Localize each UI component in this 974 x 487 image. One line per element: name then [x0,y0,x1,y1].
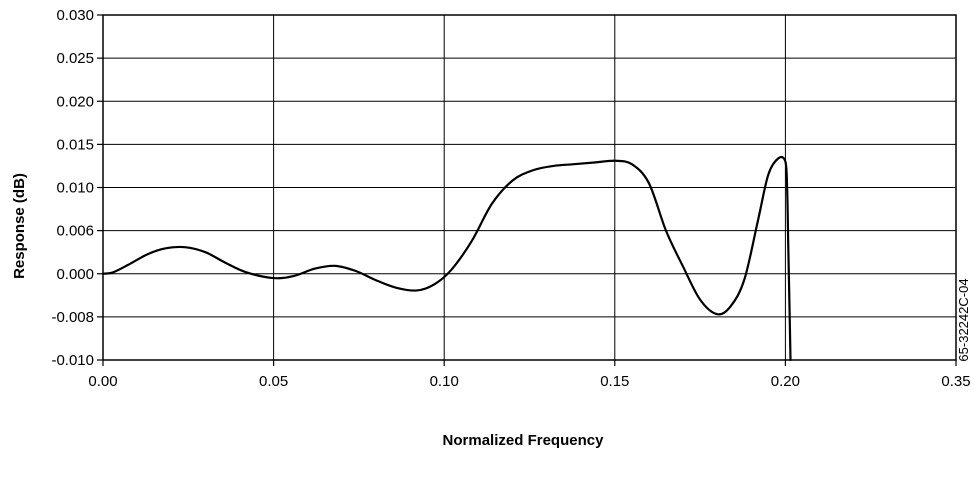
x-tick-label: 0.15 [600,373,629,390]
x-tick-label: 0.10 [430,373,459,390]
y-tick-label: 0.006 [56,223,94,240]
y-tick-labels: 0.030 0.025 0.020 0.015 0.010 0.006 0.000 -0.00… [51,7,94,369]
x-tick-label: 0.20 [771,373,800,390]
y-tick-label: -0.010 [51,352,94,369]
y-tick-label: 0.000 [56,266,94,283]
y-axis-title: Response (dB) [11,173,28,279]
x-tick-label: 0.00 [88,373,117,390]
x-tick-label: 0.05 [259,373,288,390]
y-tick-label: 0.030 [56,7,94,24]
figure-code: 65-32242C-04 [956,278,971,361]
y-tick-label: -0.008 [51,309,94,326]
response-curve [101,155,792,362]
y-tick-label: 0.010 [56,180,94,197]
y-tick-label: 0.015 [56,136,94,153]
x-axis-title: Normalized Frequency [443,432,605,449]
x-tick-label: 0.35 [941,373,970,390]
y-tick-label: 0.020 [56,93,94,110]
y-tick-label: 0.025 [56,50,94,67]
x-tick-labels: 0.00 0.05 0.10 0.15 0.20 0.35 [88,373,970,390]
gridlines [103,15,956,360]
tick-marks [97,14,957,366]
plot-frame [102,14,957,361]
